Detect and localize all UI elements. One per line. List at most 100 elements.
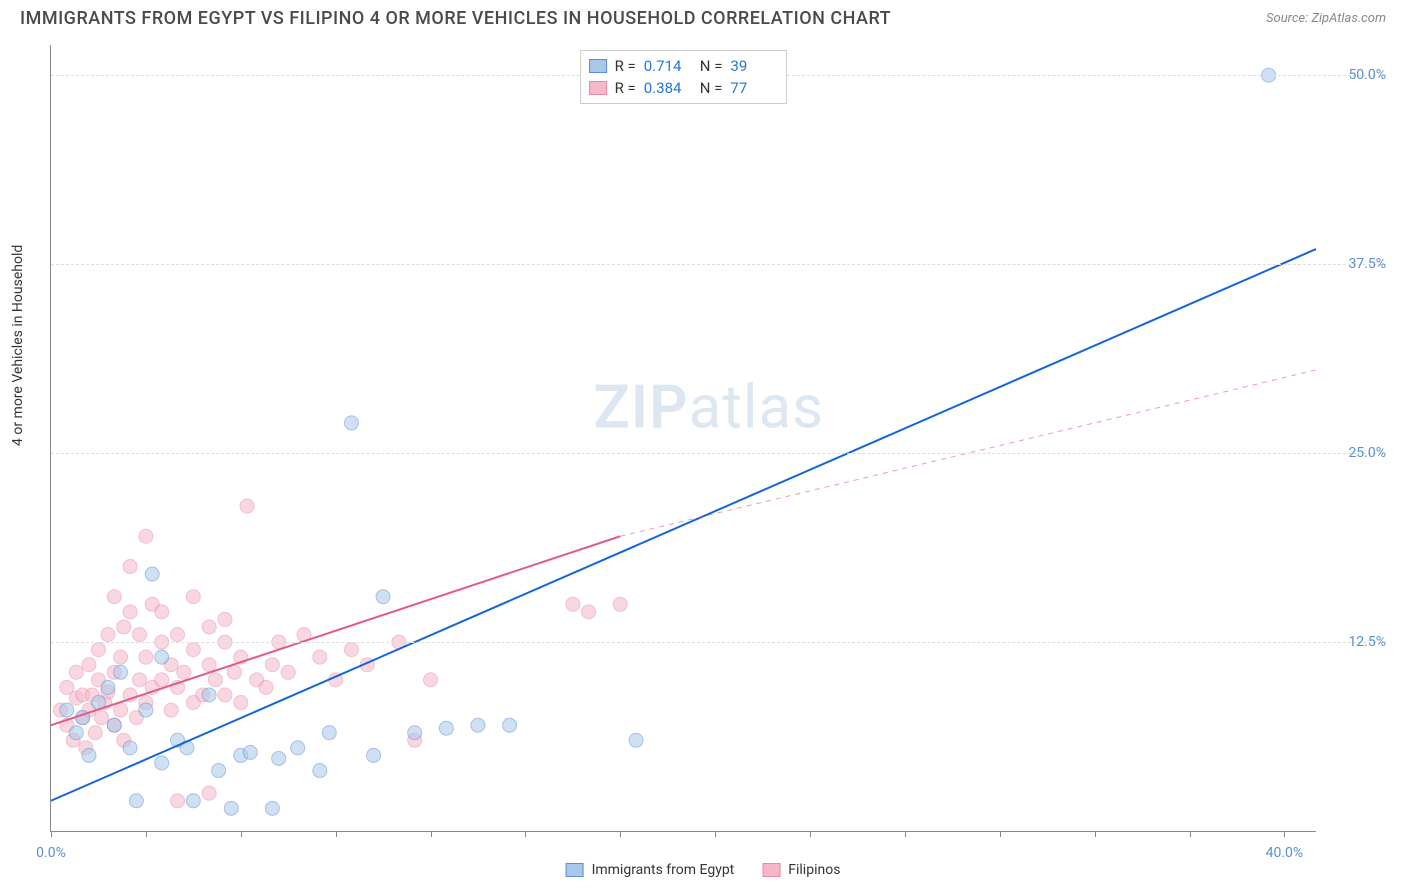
data-point — [227, 665, 241, 679]
data-point — [117, 620, 131, 634]
data-point — [164, 703, 178, 717]
data-point — [471, 718, 485, 732]
x-tick — [905, 831, 906, 837]
data-point — [88, 726, 102, 740]
data-point — [186, 590, 200, 604]
data-point — [91, 643, 105, 657]
data-point — [234, 696, 248, 710]
scatter-chart: ZIPatlas R = 0.714 N = 39 R = 0.384 N = … — [50, 45, 1316, 832]
n-label: N = — [700, 79, 723, 97]
y-tick-label: 25.0% — [1326, 445, 1386, 461]
data-point — [129, 794, 143, 808]
data-point — [139, 529, 153, 543]
regression-line — [51, 249, 1316, 801]
data-point — [208, 673, 222, 687]
series-legend: Immigrants from Egypt Filipinos — [566, 862, 841, 878]
data-point — [281, 665, 295, 679]
legend-item: Immigrants from Egypt — [566, 862, 735, 878]
data-point — [155, 605, 169, 619]
data-point — [212, 764, 226, 778]
data-point — [60, 703, 74, 717]
data-point — [629, 733, 643, 747]
legend-swatch — [566, 863, 584, 877]
data-point — [95, 711, 109, 725]
data-point — [101, 680, 115, 694]
data-point — [202, 786, 216, 800]
data-point — [240, 499, 254, 513]
x-tick-label: 0.0% — [36, 845, 66, 861]
data-point — [218, 612, 232, 626]
data-point — [69, 726, 83, 740]
x-tick — [525, 831, 526, 837]
grid-line — [51, 264, 1386, 265]
data-point — [123, 741, 137, 755]
r-label: R = — [615, 57, 636, 75]
grid-line — [51, 642, 1386, 643]
legend-swatch — [762, 863, 780, 877]
y-axis-label: 4 or more Vehicles in Household — [10, 245, 26, 446]
x-tick — [1284, 831, 1285, 837]
data-point — [82, 748, 96, 762]
data-point — [243, 745, 257, 759]
legend-swatch — [589, 81, 607, 95]
data-point — [186, 643, 200, 657]
data-point — [202, 620, 216, 634]
data-point — [139, 650, 153, 664]
y-tick-label: 37.5% — [1326, 256, 1386, 272]
data-point — [114, 665, 128, 679]
x-tick — [146, 831, 147, 837]
data-point — [69, 665, 83, 679]
x-tick — [1000, 831, 1001, 837]
data-point — [613, 597, 627, 611]
data-point — [344, 416, 358, 430]
data-point — [186, 794, 200, 808]
legend-swatch — [589, 59, 607, 73]
data-point — [123, 559, 137, 573]
data-point — [107, 718, 121, 732]
legend-label: Filipinos — [788, 862, 840, 878]
x-tick — [810, 831, 811, 837]
data-point — [265, 801, 279, 815]
correlation-legend: R = 0.714 N = 39 R = 0.384 N = 77 — [580, 50, 788, 104]
data-point — [265, 658, 279, 672]
data-point — [376, 590, 390, 604]
n-value: 39 — [730, 57, 778, 75]
x-tick — [241, 831, 242, 837]
data-point — [218, 688, 232, 702]
data-point — [155, 756, 169, 770]
data-point — [202, 688, 216, 702]
r-value: 0.384 — [644, 79, 692, 97]
data-point — [101, 628, 115, 642]
r-label: R = — [615, 79, 636, 97]
data-point — [424, 673, 438, 687]
x-tick — [1095, 831, 1096, 837]
legend-row: R = 0.714 N = 39 — [589, 55, 779, 77]
data-point — [582, 605, 596, 619]
chart-title: IMMIGRANTS FROM EGYPT VS FILIPINO 4 OR M… — [20, 8, 891, 29]
data-point — [107, 590, 121, 604]
data-point — [145, 567, 159, 581]
n-label: N = — [700, 57, 723, 75]
data-point — [202, 658, 216, 672]
data-point — [155, 673, 169, 687]
x-tick — [715, 831, 716, 837]
data-point — [272, 751, 286, 765]
y-tick-label: 50.0% — [1326, 67, 1386, 83]
data-point — [439, 721, 453, 735]
data-point — [177, 665, 191, 679]
data-point — [114, 650, 128, 664]
legend-label: Immigrants from Egypt — [592, 862, 735, 878]
x-tick — [1190, 831, 1191, 837]
y-tick-label: 12.5% — [1326, 634, 1386, 650]
data-point — [313, 650, 327, 664]
data-point — [82, 658, 96, 672]
data-point — [291, 741, 305, 755]
n-value: 77 — [730, 79, 778, 97]
x-tick — [336, 831, 337, 837]
data-point — [155, 650, 169, 664]
source-attribution: Source: ZipAtlas.com — [1266, 11, 1386, 26]
data-point — [259, 680, 273, 694]
data-point — [408, 726, 422, 740]
data-point — [566, 597, 580, 611]
data-point — [224, 801, 238, 815]
